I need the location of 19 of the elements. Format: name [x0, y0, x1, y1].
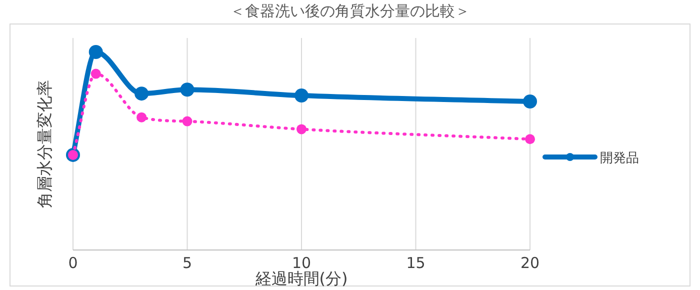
point: [523, 94, 537, 108]
x-tick-label: 10: [292, 254, 312, 272]
point: [88, 45, 103, 59]
x-tick-label: 0: [68, 254, 78, 272]
x-tick-label: 5: [182, 254, 192, 272]
x-tick-label: 20: [520, 254, 540, 272]
point: [296, 124, 306, 134]
point: [294, 88, 308, 103]
point: [180, 82, 194, 97]
point: [90, 68, 101, 79]
y-axis-title: 角層水分量変化率: [35, 80, 54, 208]
chart-title: ＜食器洗い後の角質水分量の比較＞: [230, 2, 470, 20]
point: [182, 116, 192, 126]
legend-label: 開発品: [600, 151, 639, 166]
point: [136, 112, 147, 122]
point: [525, 134, 535, 144]
x-tick-label: 15: [406, 254, 426, 272]
x-axis-title: 経過時間(分): [254, 269, 348, 288]
point: [134, 86, 149, 101]
